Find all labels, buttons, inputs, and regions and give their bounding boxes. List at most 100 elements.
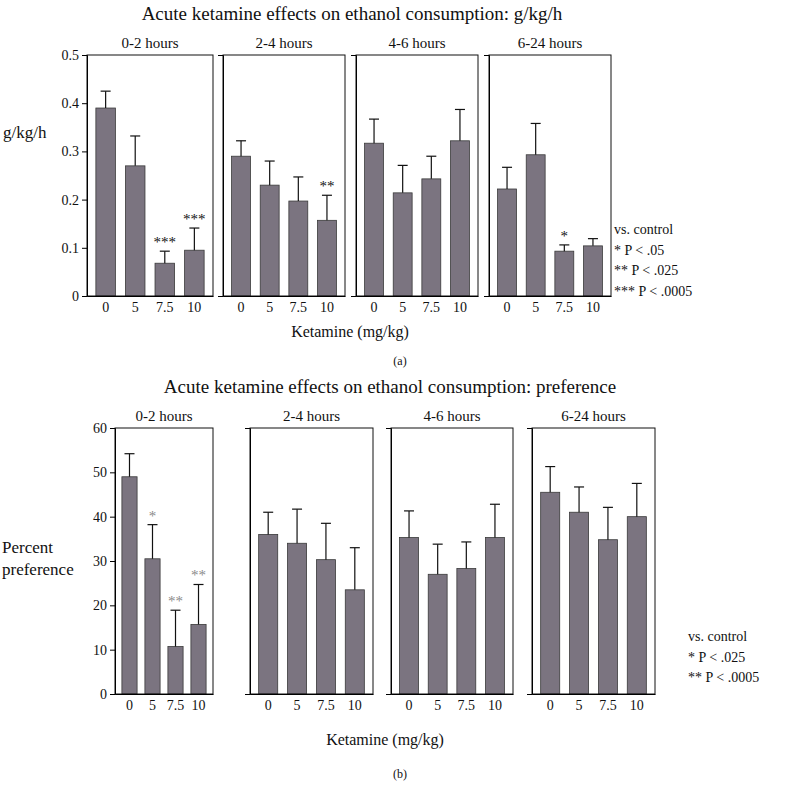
x-tick-label: 0	[238, 300, 245, 315]
x-tick-label: 5	[434, 698, 441, 713]
x-tick: 5	[434, 694, 441, 713]
error-cap	[265, 160, 275, 161]
y-tick: 10	[93, 643, 115, 658]
error-stem	[298, 177, 299, 201]
error-bar	[461, 542, 471, 569]
bar	[125, 166, 145, 296]
plot-area	[259, 509, 365, 694]
error-stem	[535, 123, 536, 154]
bar	[393, 193, 412, 296]
error-bar	[263, 512, 273, 534]
error-cap	[531, 123, 541, 124]
error-stem	[636, 483, 637, 516]
error-bar	[189, 228, 199, 250]
y-axis	[386, 429, 392, 695]
error-stem	[607, 507, 608, 539]
error-bar	[559, 245, 569, 251]
x-tick: 7.5	[290, 296, 308, 315]
error-stem	[194, 228, 195, 250]
bar	[259, 534, 278, 694]
bar	[318, 220, 337, 296]
x-tick: 10	[348, 694, 362, 713]
error-stem	[373, 119, 374, 143]
error-bar	[369, 119, 379, 143]
error-cap	[404, 510, 414, 511]
error-cap	[160, 251, 170, 252]
x-tick: 10	[453, 296, 467, 315]
error-stem	[269, 161, 270, 185]
y-tick: 60	[93, 421, 115, 436]
x-tick-label: 7.5	[290, 300, 308, 315]
bar	[498, 189, 517, 296]
error-bar	[171, 610, 181, 646]
bar	[457, 569, 476, 694]
plot-frame	[115, 428, 213, 694]
y-tick-label: 20	[93, 598, 107, 613]
x-tick-label: 7.5	[458, 698, 476, 713]
y-tick-mark	[82, 200, 87, 201]
x-tick-label: 5	[149, 698, 156, 713]
error-bar	[455, 109, 465, 140]
significance-note: ** P < .0005	[688, 670, 759, 685]
y-tick-label: 60	[93, 421, 107, 436]
x-tick-label: 10	[320, 300, 334, 315]
y-tick-label: 0.3	[62, 144, 80, 159]
error-bar	[350, 548, 360, 590]
error-stem	[135, 136, 136, 166]
error-bar	[322, 195, 332, 220]
x-axis: 057.510	[224, 296, 346, 315]
x-tick: 7.5	[556, 296, 574, 315]
x-tick: 7.5	[167, 694, 185, 713]
y-tick: 0.2	[62, 193, 88, 208]
panel: 057.5104-6 hours	[351, 35, 479, 315]
figure-title: Acute ketamine effects on ethanol consum…	[164, 376, 616, 397]
y-tick-mark	[110, 561, 115, 562]
x-axis: 057.510	[357, 296, 479, 315]
bar	[428, 574, 447, 694]
significance-label: **	[319, 178, 334, 194]
bar	[345, 590, 364, 694]
error-bar	[147, 525, 157, 559]
plot-area	[365, 109, 470, 296]
significance-label: **	[191, 567, 206, 583]
x-tick: 10	[320, 296, 334, 315]
x-axis-line	[251, 694, 374, 695]
bar	[422, 179, 441, 296]
y-tick-mark	[110, 605, 115, 606]
error-stem	[466, 542, 467, 569]
bar	[155, 263, 175, 296]
bar	[191, 624, 206, 694]
bar	[288, 543, 307, 694]
panel: 057.5104-6 hours	[386, 408, 514, 713]
bar	[365, 143, 384, 296]
y-axis	[218, 56, 224, 297]
y-tick-mark	[110, 694, 115, 695]
plot-area	[122, 454, 206, 694]
error-cap	[130, 135, 140, 136]
x-tick: 0	[504, 296, 511, 315]
y-tick-label: 0.1	[62, 241, 80, 256]
x-tick: 0	[547, 694, 554, 713]
y-axis-line	[245, 429, 251, 695]
error-stem	[296, 509, 297, 543]
significance-note: * P < .05	[614, 243, 664, 258]
bar	[598, 540, 617, 694]
bar	[122, 477, 137, 694]
x-tick-label: 5	[576, 698, 583, 713]
error-stem	[240, 141, 241, 156]
plot-frame	[87, 55, 213, 296]
y-tick-mark	[82, 296, 87, 297]
error-cap	[236, 140, 246, 141]
panel: 057.5102-4 hours	[245, 408, 374, 713]
error-bar	[632, 483, 642, 516]
plot-area	[498, 123, 603, 296]
error-cap	[398, 165, 408, 166]
error-stem	[437, 544, 438, 574]
plot-area	[96, 91, 204, 296]
plot-area	[400, 504, 505, 694]
error-bar	[160, 251, 170, 263]
y-tick: 0.5	[62, 48, 88, 63]
error-bar	[124, 454, 134, 477]
error-bar	[194, 584, 204, 624]
y-tick: 50	[93, 465, 115, 480]
